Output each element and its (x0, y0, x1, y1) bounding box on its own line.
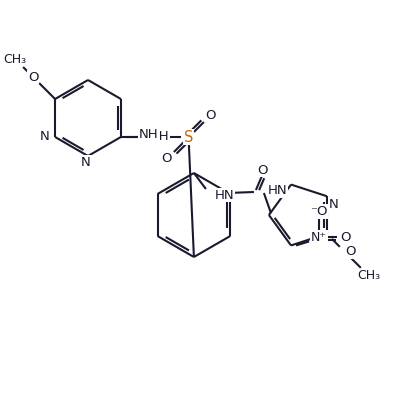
Text: NH: NH (150, 131, 170, 143)
Text: ⁻O: ⁻O (310, 205, 328, 218)
Text: O: O (162, 153, 172, 166)
Text: O: O (28, 70, 38, 83)
Text: HN: HN (268, 184, 287, 197)
Text: CH₃: CH₃ (357, 269, 380, 282)
Text: N: N (329, 198, 339, 211)
Text: NH: NH (139, 128, 159, 141)
Text: O: O (345, 245, 355, 258)
Text: N: N (39, 131, 49, 143)
Text: S: S (184, 130, 193, 145)
Text: O: O (258, 163, 268, 176)
Text: O: O (206, 108, 216, 121)
Text: N⁺: N⁺ (311, 231, 327, 244)
Text: CH₃: CH₃ (4, 53, 27, 65)
Text: N: N (81, 156, 91, 168)
Text: HN: HN (215, 188, 235, 201)
Text: O: O (340, 231, 350, 244)
